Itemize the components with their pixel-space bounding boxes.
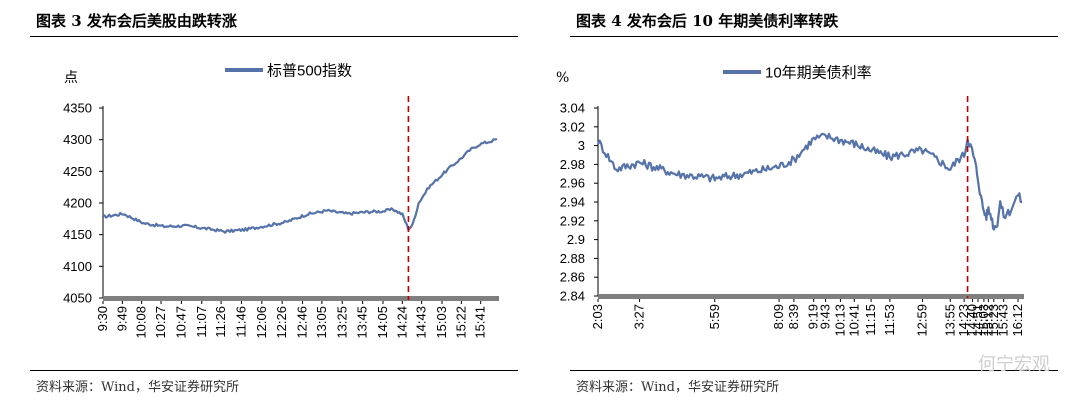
x-tick-label: 10:47 (173, 306, 188, 339)
x-tick-label: 13:55 (942, 304, 957, 337)
x-tick-label: 13:25 (334, 306, 349, 339)
y-tick-label: 4350 (63, 101, 92, 116)
x-tick-label: 14:51 (970, 304, 985, 337)
figure-4-source: 资料来源：Wind，华安证券研究所 (576, 380, 779, 395)
series-line (102, 137, 498, 234)
watermark-text: 何宁宏观 (978, 354, 1050, 375)
y-tick-label: 4100 (63, 259, 92, 274)
x-tick-label: 15:43 (996, 304, 1011, 337)
x-tick-label: 14:23 (956, 304, 971, 337)
x-axis-band (598, 294, 1024, 299)
x-tick-label: 10:41 (846, 304, 861, 337)
figure-4-top-rule (570, 36, 1058, 37)
y-tick-label: 4250 (63, 164, 92, 179)
x-tick-label: 10:13 (832, 304, 847, 337)
x-tick-label: 10:08 (134, 306, 149, 339)
x-tick-label: 12:26 (274, 306, 289, 339)
figure-3-title: 图表 3 发布会后美股由跌转涨 (36, 12, 237, 30)
x-tick-label: 14:40 (965, 304, 980, 337)
figure-4-title: 图表 4 发布会后 10 年期美债利率转跌 (576, 12, 839, 30)
figure-3-bottom-rule (30, 370, 518, 371)
x-tick-label: 15:03 (434, 306, 449, 339)
x-tick-label: 9:49 (114, 306, 129, 331)
y-tick-label: 2.92 (560, 213, 585, 228)
y-tick-label: 3.02 (560, 119, 585, 134)
figure-3-panel: 图表 3 发布会后美股由跌转涨 4050 4100 4150 4200 4250 4300… (30, 12, 518, 395)
x-tick-label: 12:06 (254, 306, 269, 339)
figure-3-top-rule (30, 36, 518, 37)
legend-label: 标普500指数 (267, 63, 352, 80)
y-tick-label: 2.86 (560, 270, 585, 285)
x-tick-label: 9:30 (95, 306, 110, 331)
x-tick-label: 15:22 (453, 306, 468, 339)
y-tick-label: 2.96 (560, 176, 585, 191)
x-tick-label: 5:59 (707, 304, 722, 329)
x-tick-label: 15:03 (976, 304, 991, 337)
figure-4-bottom-rule (570, 370, 1058, 371)
ust10y-line-chart: 2.84 2.86 2.88 2.9 2.92 2.94 2.96 2.98 3 3.02 3.04… (556, 65, 1025, 337)
y-tick-label: 4050 (63, 291, 92, 306)
sp500-line-chart: 4050 4100 4150 4200 4250 4300 4350 9:30 9:49 10:0… (63, 63, 499, 339)
x-tick-label: 13:05 (314, 306, 329, 339)
y-unit-label: % (556, 70, 569, 86)
x-axis-band (103, 296, 499, 301)
y-tick-label: 2.94 (560, 195, 585, 210)
x-tick-label: 14:24 (394, 306, 409, 339)
x-tick-label: 2:03 (590, 304, 605, 329)
y-tick-label: 2.84 (560, 289, 585, 304)
y-tick-label: 2.88 (560, 251, 585, 266)
figure-4-panel: 图表 4 发布会后 10 年期美债利率转跌 2.84 2.86 2.88 2.9 2.9… (540, 0, 1080, 409)
y-tick-label: 2.98 (560, 157, 585, 172)
figure-3-source: 资料来源：Wind，华安证券研究所 (36, 380, 239, 395)
y-unit-label: 点 (64, 70, 78, 86)
y-tick-label: 3 (578, 138, 585, 153)
y-tick-label: 2.9 (567, 232, 585, 247)
x-tick-label: 12:59 (915, 304, 930, 337)
x-tick-label: 12:46 (295, 306, 310, 339)
x-tick-label: 11:53 (882, 304, 897, 336)
x-tick-label: 15:23 (986, 304, 1001, 337)
x-tick-label: 10:27 (153, 306, 168, 339)
y-tick-label: 3.04 (560, 101, 585, 116)
x-tick-label: 14:43 (414, 306, 429, 339)
y-tick-label: 4200 (63, 196, 92, 211)
x-tick-label: 16:12 (1010, 304, 1025, 337)
x-tick-label: 13:45 (355, 306, 370, 339)
x-tick-label: 14:05 (375, 306, 390, 339)
x-tick-label: 11:26 (213, 306, 228, 338)
x-tick-label: 9:19 (806, 304, 821, 329)
x-tick-label: 8:09 (771, 304, 786, 329)
x-tick-label: 15:41 (473, 306, 488, 339)
x-tick-label: 15:12 (980, 304, 995, 337)
x-tick-label: 11:46 (233, 306, 248, 338)
x-tick-label: 11:15 (863, 304, 878, 336)
x-tick-label: 9:43 (818, 304, 833, 329)
x-tick-label: 8:39 (786, 304, 801, 329)
legend-label: 10年期美债利率 (765, 65, 872, 82)
x-tick-label: 11:07 (194, 306, 209, 338)
x-tick-label: 3:27 (632, 304, 647, 329)
series-line (597, 132, 1023, 231)
y-tick-label: 4150 (63, 227, 92, 242)
y-tick-label: 4300 (63, 132, 92, 147)
